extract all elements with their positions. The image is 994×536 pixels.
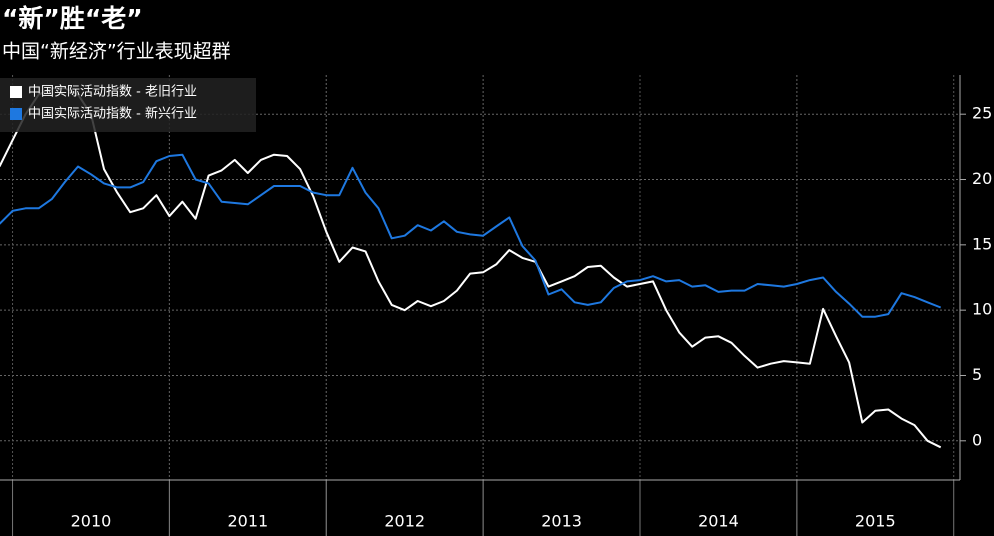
y-tick-label: 25 xyxy=(972,104,992,123)
x-tick-label: 2012 xyxy=(384,512,425,531)
series-line xyxy=(0,153,942,318)
legend-label: 中国实际活动指数 - 新兴行业 xyxy=(28,106,197,122)
x-tick-label: 2014 xyxy=(698,512,739,531)
chart-subtitle: 中国“新经济”行业表现超群 xyxy=(2,41,231,63)
chart-title: “新”胜“老” xyxy=(2,4,143,33)
x-tick-label: 2013 xyxy=(541,512,582,531)
y-tick-label: 0 xyxy=(972,430,982,449)
legend-swatch xyxy=(10,86,22,98)
legend-label: 中国实际活动指数 - 老旧行业 xyxy=(28,85,197,100)
y-tick-label: 15 xyxy=(972,234,992,253)
x-tick-label: 2010 xyxy=(71,512,112,531)
legend-swatch xyxy=(10,108,22,120)
legend-box xyxy=(0,78,256,132)
y-tick-label: 5 xyxy=(972,365,982,384)
series-line xyxy=(0,87,942,449)
y-tick-label: 10 xyxy=(972,300,992,319)
x-tick-label: 2015 xyxy=(855,512,896,531)
x-tick-label: 2011 xyxy=(227,512,268,531)
y-tick-label: 20 xyxy=(972,169,992,188)
